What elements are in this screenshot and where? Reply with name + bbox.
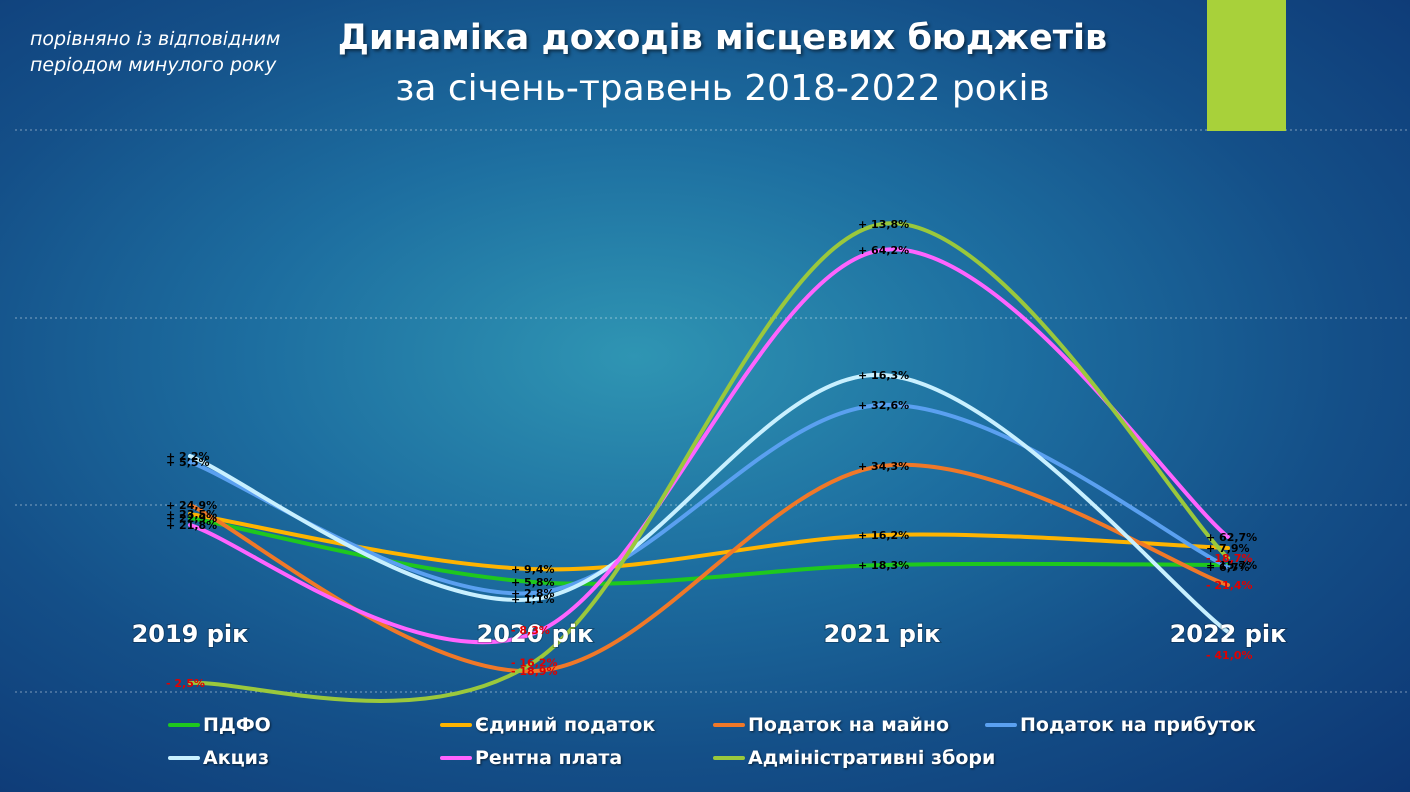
data-label-податок-на-майно-3: + 34,3% (858, 460, 909, 473)
note-line-1: порівняно із відповідним (30, 28, 281, 50)
data-label-податок-на-прибуток-1: + 5,5% (166, 456, 210, 469)
data-label-податок-на-майно-1: + 24,9% (166, 499, 217, 512)
data-label-адміністративні-збори-3: + 13,8% (858, 218, 909, 231)
data-label-акциз-3: + 16,3% (858, 369, 909, 382)
legend-item-єдиний-податок: Єдиний податок (440, 714, 655, 736)
legend-item-акциз: Акциз (168, 747, 269, 769)
data-label-рентна-плата-2: - 8,3% (511, 624, 550, 637)
data-label-податок-на-прибуток-3: + 32,6% (858, 399, 909, 412)
data-label-єдиний-податок-4: + 7,9% (1206, 542, 1250, 555)
legend-swatch (168, 723, 200, 727)
data-label-пдфо-4: + 15,7% (1206, 559, 1257, 572)
legend-item-пдфо: ПДФО (168, 714, 271, 736)
legend-label: Податок на майно (748, 714, 950, 736)
accent-bar (1207, 0, 1286, 131)
data-label-податок-на-майно-2: - 18,9% (511, 665, 558, 678)
data-label-пдфо-1: + 22,9% (166, 512, 217, 525)
series-line-адміністративні-збори (188, 221, 1230, 703)
legend-swatch (440, 756, 472, 760)
legend-swatch (713, 723, 745, 727)
category-label-3: 2021 рік (824, 620, 941, 648)
data-label-рентна-плата-4: + 62,7% (1206, 531, 1257, 544)
series-lines (188, 221, 1230, 703)
legend-label: Акциз (203, 747, 270, 769)
data-label-податок-на-прибуток-2: + 2,8% (511, 587, 555, 600)
series-line-податок-на-прибуток (188, 402, 1230, 596)
data-label-акциз-2: + 1,1% (511, 593, 555, 606)
data-label-адміністративні-збори-2: - 16,2% (511, 656, 558, 669)
data-labels: + 22,9% + 5,8% + 18,3% + 15,7% + 23,5% + 9,4%… (166, 218, 1257, 690)
category-label-1: 2019 рік (132, 620, 249, 648)
data-label-податок-на-майно-4: - 21,4% (1206, 579, 1253, 592)
data-label-пдфо-3: + 18,3% (858, 559, 909, 572)
data-label-адміністративні-збори-1: - 2,5% (166, 677, 205, 690)
data-label-єдиний-податок-1: + 23,5% (166, 508, 217, 521)
legend-swatch (440, 723, 472, 727)
data-label-рентна-плата-3: + 64,2% (858, 244, 909, 257)
legend-swatch (985, 723, 1017, 727)
legend-item-рентна-плата: Рентна плата (440, 747, 622, 769)
comparison-note: порівняно із відповідним періодом минуло… (30, 26, 280, 78)
data-label-пдфо-2: + 5,8% (511, 576, 555, 589)
data-label-рентна-плата-1: + 21,8% (166, 519, 217, 532)
data-label-адміністративні-збори-4: - 18,7% (1206, 552, 1253, 565)
legend-label: Єдиний податок (475, 714, 656, 736)
legend-item-адміністративні-збори: Адміністративні збори (713, 747, 995, 769)
category-label-4: 2022 рік (1170, 620, 1287, 648)
legend-swatch (168, 756, 200, 760)
legend-label: Адміністративні збори (748, 747, 996, 769)
data-label-єдиний-податок-3: + 16,2% (858, 529, 909, 542)
chart-subtitle: за січень-травень 2018-2022 років (395, 68, 1050, 109)
data-label-єдиний-податок-2: + 9,4% (511, 563, 555, 576)
legend-item-податок-на-майно: Податок на майно (713, 714, 949, 736)
category-label-2: 2020 рік (477, 620, 594, 648)
series-line-рентна-плата (188, 247, 1230, 645)
legend-label: ПДФО (203, 714, 271, 736)
category-labels: 2019 рік 2020 рік 2021 рік 2022 рік (131, 619, 1288, 649)
data-label-податок-на-прибуток-4: + 6,7% (1206, 561, 1250, 574)
legend-item-податок-на-прибуток: Податок на прибуток (985, 714, 1256, 736)
data-label-акциз-1: + 2,2% (166, 450, 210, 463)
note-line-2: періодом минулого року (30, 54, 277, 76)
chart-title: Динаміка доходів місцевих бюджетів (337, 18, 1108, 58)
legend-label: Податок на прибуток (1020, 714, 1256, 736)
legend-label: Рентна плата (475, 747, 623, 769)
data-label-акциз-4: - 41,0% (1206, 649, 1253, 662)
series-line-акциз (188, 372, 1230, 634)
series-line-пдфо (188, 515, 1230, 586)
legend-swatch (713, 756, 745, 760)
